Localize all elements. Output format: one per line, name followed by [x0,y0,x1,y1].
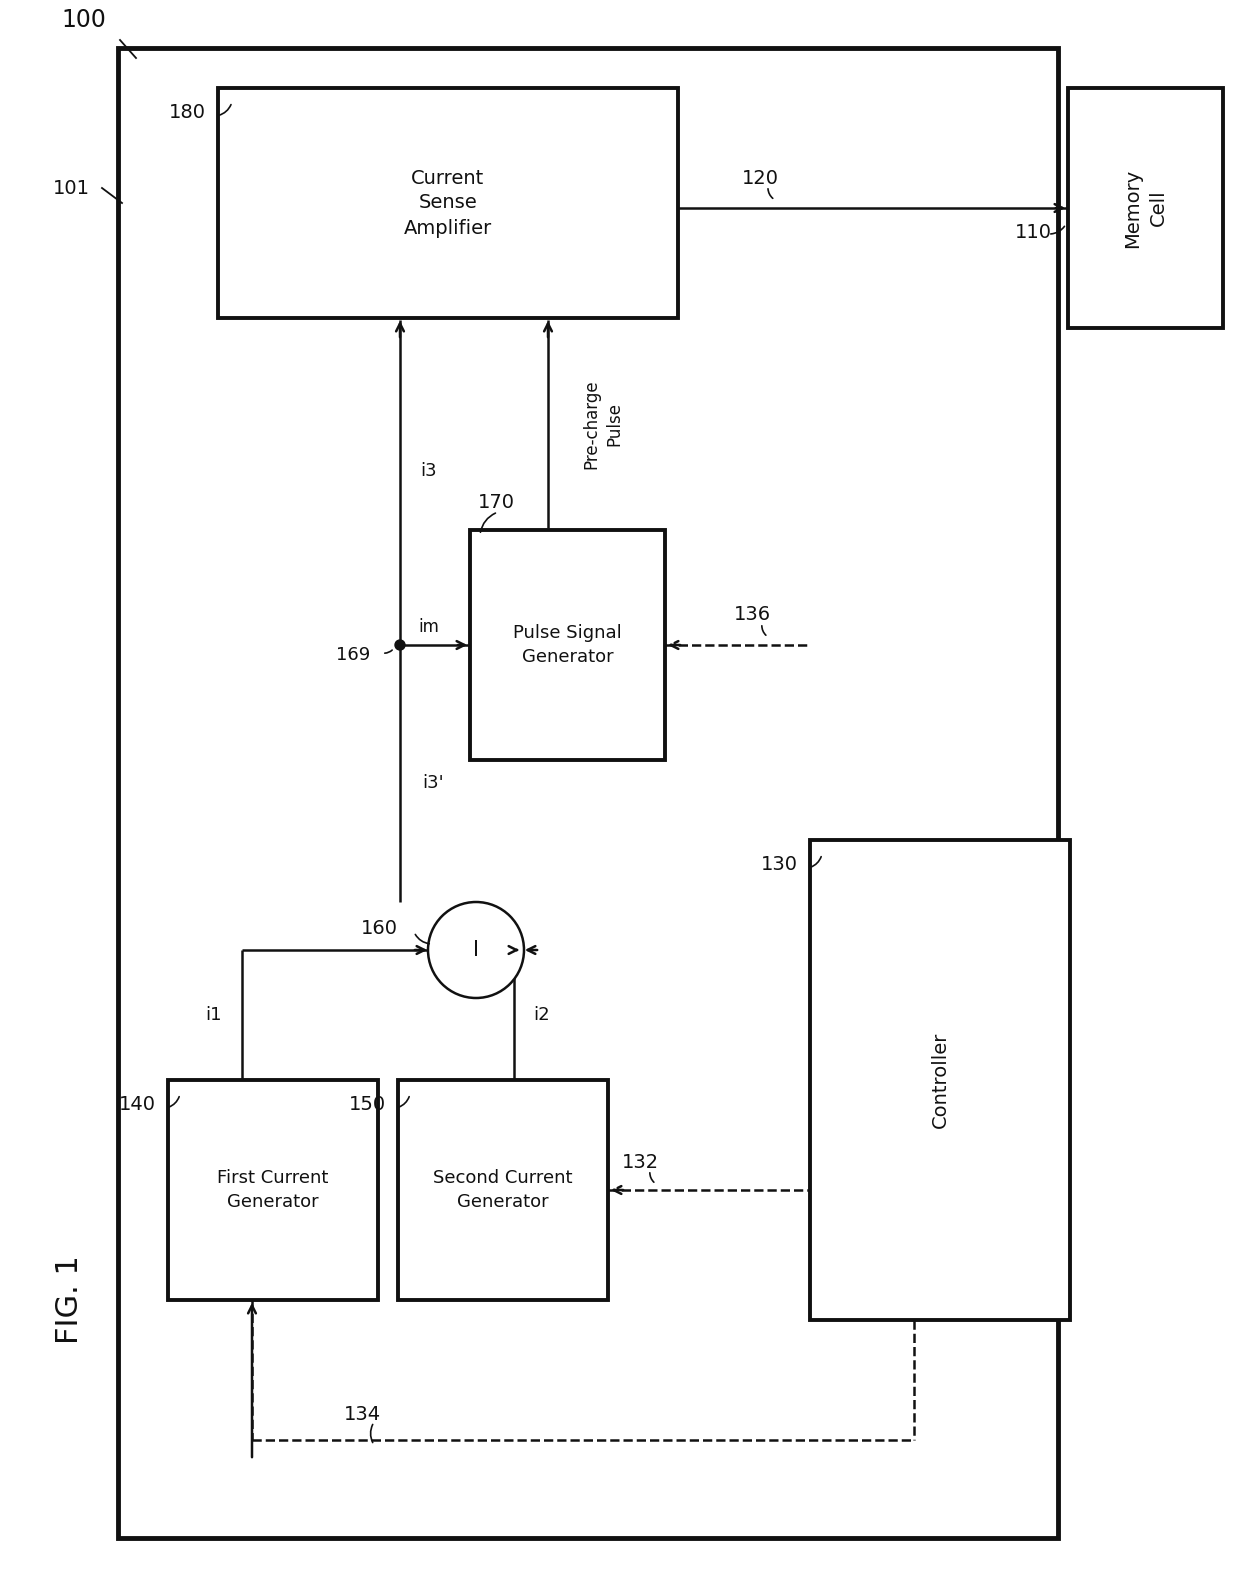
Text: Pulse Signal
Generator: Pulse Signal Generator [513,625,622,666]
Bar [398,1080,608,1301]
Text: I: I [472,940,479,960]
Bar [218,87,678,319]
Text: 134: 134 [343,1405,381,1424]
Text: i1: i1 [205,1006,222,1025]
Text: 100: 100 [61,8,105,32]
Text: 120: 120 [742,168,779,187]
Text: 170: 170 [477,493,515,512]
Bar [470,530,665,760]
Text: 169: 169 [336,646,370,665]
Text: 160: 160 [361,918,398,937]
Circle shape [428,902,525,998]
Text: 136: 136 [733,606,770,625]
Text: 130: 130 [761,855,799,874]
Circle shape [396,641,405,650]
Bar [118,48,1058,1538]
Text: im: im [418,619,439,636]
Text: Pre-charge
Pulse: Pre-charge Pulse [583,379,624,469]
Text: First Current
Generator: First Current Generator [217,1169,329,1210]
Text: Current
Sense
Amplifier: Current Sense Amplifier [404,168,492,238]
Text: 110: 110 [1014,222,1052,241]
Text: Controller: Controller [930,1032,950,1128]
Text: 132: 132 [621,1153,658,1172]
Bar [1068,87,1223,328]
Text: 150: 150 [348,1096,386,1115]
Bar [810,841,1070,1320]
Bar [167,1080,378,1301]
Text: Memory
Cell: Memory Cell [1123,168,1168,247]
Text: i3: i3 [420,463,436,481]
Text: 140: 140 [119,1096,156,1115]
Text: i3': i3' [422,774,444,793]
Text: i2: i2 [533,1006,551,1025]
Text: FIG. 1: FIG. 1 [55,1256,84,1345]
Text: 101: 101 [53,179,91,198]
Text: 180: 180 [169,103,206,122]
Text: Second Current
Generator: Second Current Generator [433,1169,573,1210]
